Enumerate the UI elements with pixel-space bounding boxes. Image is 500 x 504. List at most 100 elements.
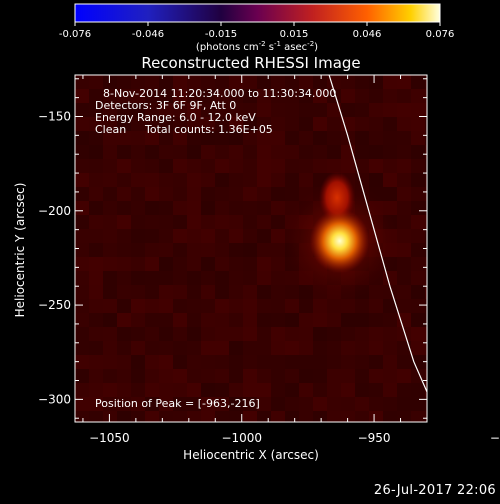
texture-cell: [397, 411, 411, 422]
texture-cell: [271, 131, 285, 145]
texture-cell: [299, 383, 313, 397]
texture-cell: [369, 145, 383, 159]
texture-cell: [103, 173, 117, 187]
texture-cell: [215, 117, 229, 131]
texture-cell: [425, 285, 427, 299]
texture-cell: [173, 383, 187, 397]
texture-cell: [327, 355, 341, 369]
texture-cell: [383, 145, 397, 159]
texture-cell: [103, 187, 117, 201]
texture-cell: [257, 313, 271, 327]
texture-cell: [215, 369, 229, 383]
texture-cell: [89, 159, 103, 173]
texture-cell: [327, 145, 341, 159]
texture-cell: [117, 173, 131, 187]
texture-cell: [89, 355, 103, 369]
texture-cell: [411, 341, 425, 355]
texture-cell: [411, 187, 425, 201]
texture-cell: [383, 173, 397, 187]
texture-cell: [131, 145, 145, 159]
texture-cell: [271, 411, 285, 422]
texture-cell: [257, 187, 271, 201]
texture-cell: [369, 173, 383, 187]
texture-cell: [397, 131, 411, 145]
texture-cell: [243, 285, 257, 299]
texture-cell: [75, 285, 89, 299]
texture-cell: [243, 103, 257, 117]
texture-cell: [243, 369, 257, 383]
texture-cell: [327, 131, 341, 145]
texture-cell: [117, 131, 131, 145]
texture-cell: [145, 173, 159, 187]
texture-cell: [313, 131, 327, 145]
texture-cell: [75, 369, 89, 383]
texture-cell: [313, 103, 327, 117]
texture-cell: [243, 229, 257, 243]
texture-cell: [271, 369, 285, 383]
texture-cell: [271, 173, 285, 187]
texture-cell: [173, 201, 187, 215]
texture-cell: [215, 327, 229, 341]
texture-cell: [271, 117, 285, 131]
texture-cell: [257, 327, 271, 341]
texture-cell: [411, 89, 425, 103]
texture-cell: [411, 145, 425, 159]
texture-cell: [229, 201, 243, 215]
texture-cell: [145, 103, 159, 117]
texture-cell: [299, 355, 313, 369]
colorbar-tick-label: -0.046: [132, 29, 164, 40]
texture-cell: [299, 411, 313, 422]
texture-cell: [103, 117, 117, 131]
texture-cell: [369, 159, 383, 173]
texture-cell: [103, 271, 117, 285]
texture-cell: [159, 131, 173, 145]
texture-cell: [215, 271, 229, 285]
texture-cell: [383, 89, 397, 103]
texture-cell: [285, 313, 299, 327]
texture-cell: [131, 313, 145, 327]
x-axis-label: Heliocentric X (arcsec): [183, 448, 319, 462]
texture-cell: [75, 257, 89, 271]
texture-cell: [159, 327, 173, 341]
texture-cell: [89, 411, 103, 422]
colorbar-unit-label: (photons cm-2 s-1 asec-2): [196, 40, 318, 53]
texture-cell: [369, 355, 383, 369]
texture-cell: [229, 89, 243, 103]
texture-cell: [369, 411, 383, 422]
texture-cell: [411, 355, 425, 369]
texture-cell: [187, 229, 201, 243]
texture-cell: [187, 89, 201, 103]
texture-cell: [201, 271, 215, 285]
texture-cell: [173, 173, 187, 187]
texture-cell: [285, 369, 299, 383]
texture-cell: [243, 159, 257, 173]
footer-date: 26-Jul-2017 22:06: [373, 483, 496, 498]
texture-cell: [187, 313, 201, 327]
texture-cell: [159, 271, 173, 285]
texture-cell: [355, 103, 369, 117]
texture-cell: [425, 369, 427, 383]
texture-cell: [159, 243, 173, 257]
texture-cell: [257, 229, 271, 243]
texture-cell: [89, 313, 103, 327]
texture-cell: [383, 341, 397, 355]
texture-cell: [89, 271, 103, 285]
texture-cell: [229, 285, 243, 299]
texture-cell: [215, 411, 229, 422]
texture-cell: [411, 201, 425, 215]
texture-cell: [117, 411, 131, 422]
texture-cell: [285, 397, 299, 411]
texture-cell: [173, 215, 187, 229]
texture-cell: [425, 299, 427, 313]
texture-cell: [201, 355, 215, 369]
texture-cell: [257, 215, 271, 229]
texture-cell: [117, 369, 131, 383]
texture-cell: [369, 75, 383, 89]
texture-cell: [299, 341, 313, 355]
texture-cell: [131, 257, 145, 271]
texture-cell: [159, 215, 173, 229]
texture-cell: [411, 159, 425, 173]
texture-cell: [187, 75, 201, 89]
texture-cell: [341, 75, 355, 89]
texture-cell: [117, 215, 131, 229]
